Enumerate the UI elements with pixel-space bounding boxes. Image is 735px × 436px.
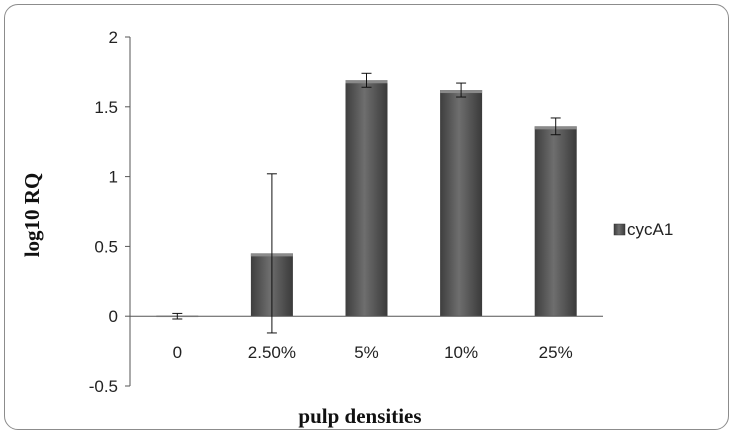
bar <box>440 90 483 317</box>
legend-swatch <box>613 223 626 236</box>
x-tick-label: 0 <box>173 343 182 362</box>
y-tick-label: 1 <box>109 168 118 187</box>
y-axis-title: log10 RQ <box>20 173 44 258</box>
x-tick-label: 25% <box>539 343 573 362</box>
x-axis-title: pulp densities <box>298 404 421 428</box>
legend-label: cycA1 <box>627 220 673 239</box>
y-tick-label: -0.5 <box>89 377 118 396</box>
y-tick-label: 0.5 <box>94 237 118 256</box>
bar <box>534 126 577 317</box>
legend: cycA1 <box>613 220 673 239</box>
error-bars <box>172 72 561 334</box>
y-tick-label: 1.5 <box>94 98 118 117</box>
bars <box>156 80 577 318</box>
bar-chart: -0.5 0 0.5 1 1.5 2 0 2.50% 5% 10% 25% log10 RQ pu… <box>20 28 673 428</box>
x-tick-label: 10% <box>444 343 478 362</box>
x-tick-label: 5% <box>354 343 379 362</box>
chart-frame: -0.5 0 0.5 1 1.5 2 0 2.50% 5% 10% 25% log10 RQ pu… <box>4 4 729 430</box>
x-tick-labels: 0 2.50% 5% 10% 25% <box>173 343 573 362</box>
y-tick-label: 0 <box>109 307 118 326</box>
bar <box>345 80 388 317</box>
x-tick-label: 2.50% <box>248 343 296 362</box>
y-axis: -0.5 0 0.5 1 1.5 2 <box>89 28 131 396</box>
y-tick-label: 2 <box>109 28 118 47</box>
